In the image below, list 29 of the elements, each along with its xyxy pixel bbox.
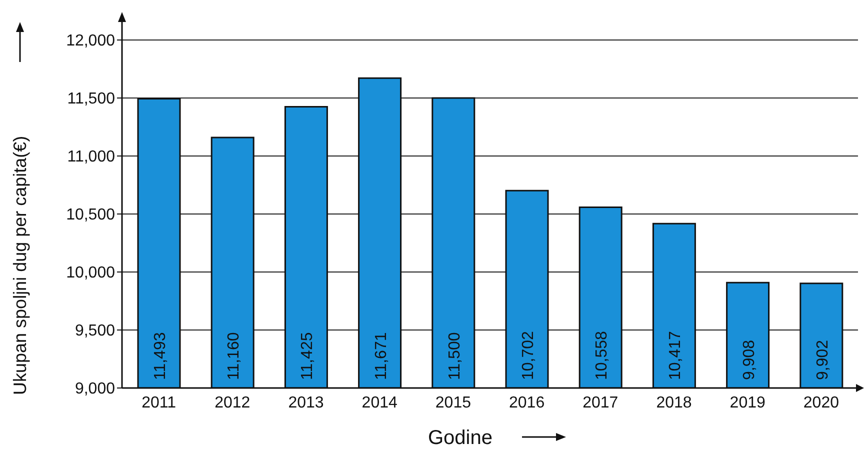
y-axis-title: Ukupan spoljni dug per capita(€) — [10, 136, 30, 395]
y-tick-label: 9,500 — [74, 322, 116, 340]
y-tick-label: 10,000 — [66, 264, 116, 282]
y-tick-label: 11,000 — [67, 148, 116, 166]
x-tick-label: 2013 — [288, 394, 324, 412]
x-tick-label: 2018 — [656, 394, 692, 412]
data-label: 11,493 — [152, 332, 169, 380]
data-label: 10,417 — [667, 330, 684, 380]
data-label: 10,558 — [594, 330, 611, 380]
x-tick-label: 2020 — [803, 394, 840, 412]
data-label: 11,671 — [372, 332, 390, 380]
data-label: 9,908 — [740, 340, 758, 380]
x-tick-label: 2012 — [214, 394, 250, 412]
x-tick-label: 2019 — [730, 394, 766, 412]
y-tick-label: 12,000 — [66, 32, 116, 50]
y-tick-label: 11,500 — [67, 90, 116, 108]
data-label: 11,425 — [299, 332, 316, 380]
x-axis-title: Godine — [428, 427, 492, 449]
data-label: 10,702 — [520, 330, 537, 380]
x-tick-label: 2011 — [142, 394, 176, 412]
data-label: 11,500 — [446, 332, 464, 380]
x-tick-label: 2014 — [362, 394, 398, 412]
x-tick-label: 2015 — [435, 394, 472, 412]
data-label: 11,160 — [226, 332, 243, 380]
y-tick-label: 10,500 — [66, 206, 116, 224]
x-tick-label: 2017 — [582, 394, 618, 412]
x-tick-label: 2016 — [509, 394, 545, 412]
y-tick-label: 9,000 — [74, 380, 116, 398]
data-label: 9,902 — [814, 340, 832, 380]
